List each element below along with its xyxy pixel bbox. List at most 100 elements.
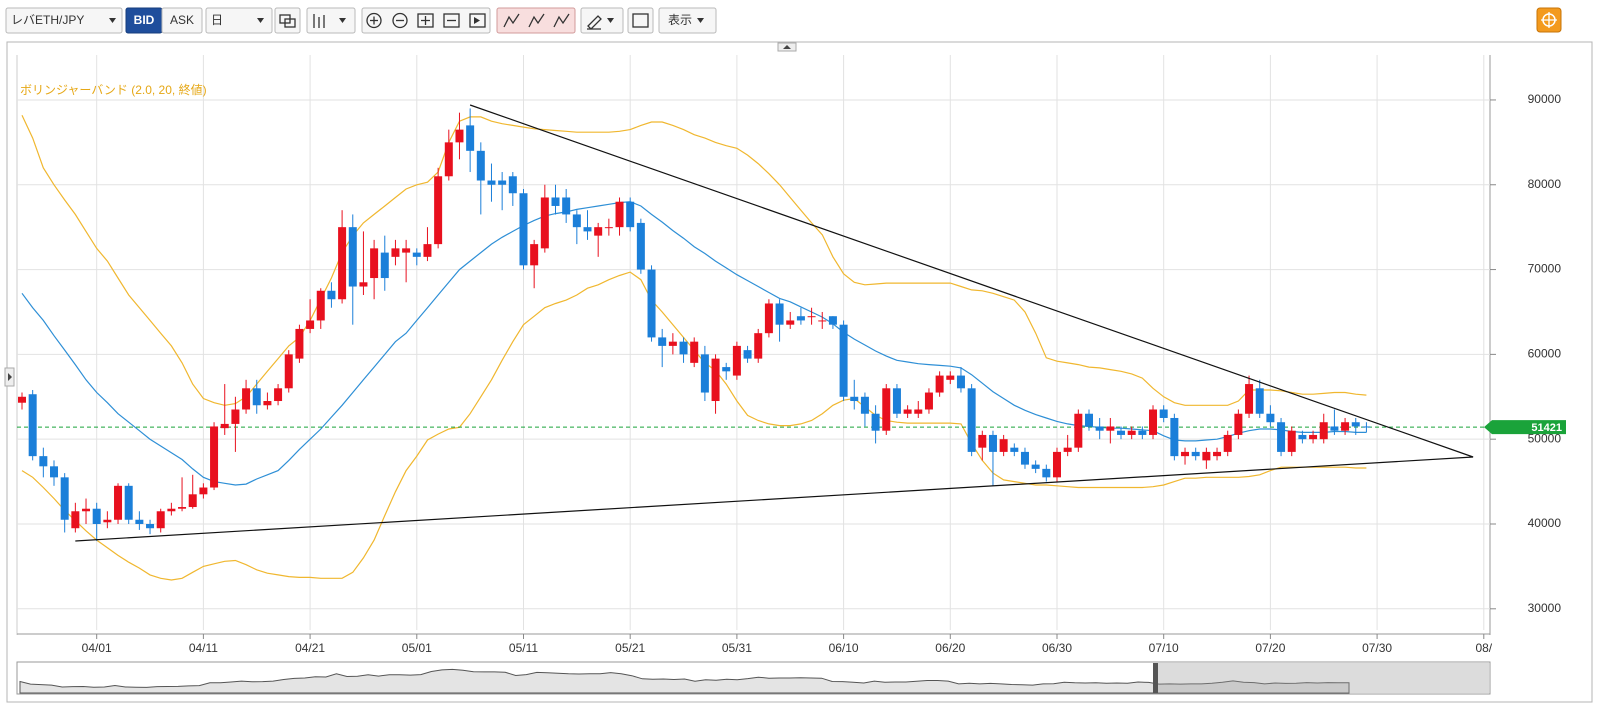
dropdown-arrow bbox=[109, 18, 116, 23]
collapse-arrow bbox=[783, 45, 791, 49]
trendline bbox=[75, 456, 1474, 542]
candle-body bbox=[231, 409, 240, 424]
candle-body bbox=[1106, 426, 1115, 431]
candle-body bbox=[263, 401, 272, 406]
period-select[interactable] bbox=[205, 7, 273, 34]
candle-body bbox=[487, 180, 496, 185]
fit-icon bbox=[417, 13, 434, 28]
candle-body bbox=[156, 511, 165, 529]
candle-body bbox=[892, 388, 901, 414]
last-price-tag bbox=[1484, 420, 1566, 435]
candle-body bbox=[338, 227, 347, 300]
candle-body bbox=[551, 197, 560, 206]
icon bbox=[528, 13, 545, 28]
y-tick-label: 70000 bbox=[1528, 262, 1562, 276]
candle-body bbox=[604, 227, 613, 229]
candle-body bbox=[1127, 430, 1136, 435]
x-tick-label: 04/21 bbox=[295, 641, 325, 655]
candle-body bbox=[391, 248, 400, 257]
navigator-handle[interactable] bbox=[1153, 663, 1158, 693]
width-icon bbox=[443, 13, 460, 28]
period-text: 日 bbox=[211, 13, 223, 27]
candle-body bbox=[359, 282, 368, 287]
candle-body bbox=[402, 248, 411, 253]
icon bbox=[553, 13, 570, 28]
candle-body bbox=[978, 434, 987, 448]
candle-body bbox=[316, 290, 325, 321]
view-text: 表示 bbox=[668, 13, 692, 27]
icon bbox=[284, 18, 296, 28]
bid-text: BID bbox=[134, 13, 155, 27]
candle-body bbox=[1213, 451, 1222, 457]
candle-body bbox=[679, 341, 688, 355]
candle-body bbox=[370, 248, 379, 279]
candle-body bbox=[786, 320, 795, 325]
candle-body bbox=[124, 485, 133, 520]
candle-body bbox=[39, 456, 48, 467]
navigator-content bbox=[19, 663, 1489, 694]
candle-body bbox=[1362, 426, 1371, 428]
candle-body bbox=[1202, 451, 1211, 461]
navigator-window bbox=[1156, 663, 1489, 693]
candle-body bbox=[882, 388, 891, 431]
indicator-label: ボリンジャーバンド (2.0, 20, 終値) bbox=[20, 82, 207, 97]
candle-body bbox=[1031, 464, 1040, 469]
candle-body bbox=[1309, 434, 1318, 440]
icon bbox=[313, 14, 325, 28]
pen-button[interactable] bbox=[580, 7, 624, 34]
candle-body bbox=[1298, 434, 1307, 440]
candle-body bbox=[210, 426, 219, 488]
candle-body bbox=[956, 375, 965, 389]
candle-body bbox=[924, 392, 933, 410]
candle-body bbox=[946, 375, 955, 380]
candle-body bbox=[999, 439, 1008, 452]
x-tick-label: 04/01 bbox=[82, 641, 112, 655]
candle-body bbox=[647, 269, 656, 338]
symbol-select[interactable] bbox=[5, 7, 123, 34]
zoom-out-icon bbox=[392, 12, 408, 29]
candle-body bbox=[466, 125, 475, 151]
candle-body bbox=[508, 176, 517, 194]
candle-body bbox=[1170, 417, 1179, 457]
x-tick-label: 04/11 bbox=[189, 641, 218, 655]
icon bbox=[632, 13, 649, 28]
candle-body bbox=[1223, 434, 1232, 452]
icon bbox=[503, 13, 520, 28]
dropdown-arrow bbox=[697, 18, 704, 23]
compare-button[interactable] bbox=[274, 7, 301, 34]
candle-body bbox=[1330, 426, 1339, 431]
candle-body bbox=[935, 375, 944, 393]
view-button[interactable] bbox=[658, 7, 717, 34]
x-tick-label: 06/20 bbox=[935, 641, 965, 655]
ask-button[interactable] bbox=[161, 7, 203, 34]
candle-body bbox=[103, 519, 112, 523]
candle-body bbox=[178, 507, 187, 509]
candle-body bbox=[1095, 426, 1104, 431]
candle-body bbox=[60, 477, 69, 520]
candle-body bbox=[1181, 451, 1190, 457]
candle-body bbox=[1117, 430, 1126, 435]
candle-body bbox=[327, 290, 336, 300]
candle-body bbox=[284, 354, 293, 389]
icon bbox=[1541, 12, 1557, 28]
snapshot-button[interactable] bbox=[627, 7, 654, 34]
x-tick-label: 07/10 bbox=[1149, 641, 1179, 655]
candle-body bbox=[274, 388, 283, 402]
candle-body bbox=[903, 409, 912, 414]
candle-body bbox=[412, 252, 421, 257]
icon bbox=[370, 16, 378, 25]
candle-body bbox=[434, 176, 443, 245]
x-tick-label: 06/10 bbox=[829, 641, 859, 655]
candle-body bbox=[167, 508, 176, 512]
candle-body bbox=[1351, 422, 1360, 427]
candle-body bbox=[700, 354, 709, 393]
candle-body bbox=[668, 341, 677, 346]
candle-body bbox=[626, 201, 635, 228]
candle-body bbox=[839, 324, 848, 397]
candle-body bbox=[988, 434, 997, 452]
dropdown-arrow bbox=[607, 18, 614, 23]
candle-body bbox=[50, 466, 59, 478]
candle-body bbox=[1159, 409, 1168, 418]
candle-body bbox=[1020, 451, 1029, 465]
candle-body bbox=[615, 201, 624, 228]
